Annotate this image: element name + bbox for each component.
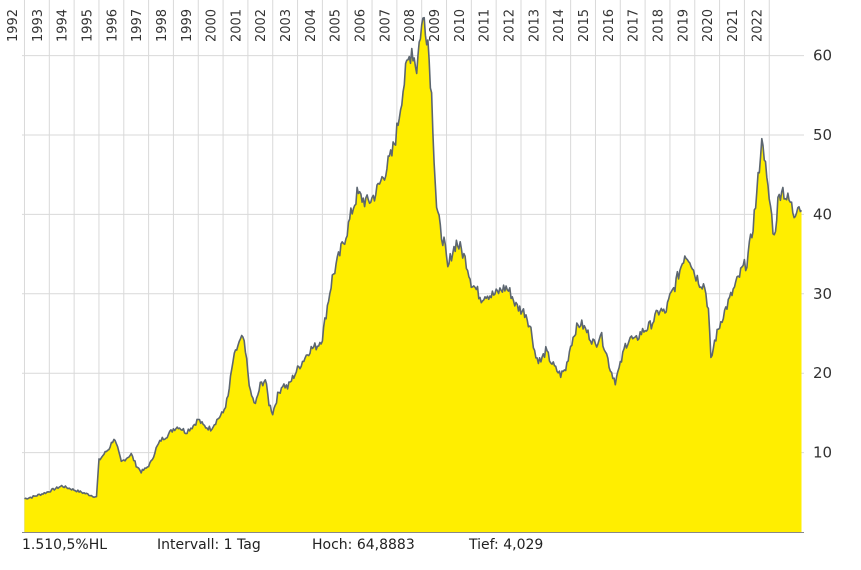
x-tick-label: 2022 (751, 9, 766, 42)
x-tick-label: 2003 (279, 9, 294, 42)
x-tick-label: 2017 (627, 9, 642, 42)
x-tick-label: 2012 (502, 9, 517, 42)
y-axis-tick-labels: 10 20 30 40 50 60 (813, 47, 832, 462)
x-tick-label: 2018 (651, 9, 666, 42)
x-tick-label: 2009 (428, 9, 443, 42)
low-label: Tief: 4,029 (469, 537, 544, 553)
price-area-fill (24, 17, 802, 532)
x-tick-label: 2016 (602, 9, 617, 42)
x-tick-label: 2021 (726, 9, 741, 42)
interval-label: Intervall: 1 Tag (157, 537, 261, 553)
x-tick-label: 2005 (329, 9, 344, 42)
x-tick-label: 2014 (552, 9, 567, 42)
x-tick-label: 2013 (527, 9, 542, 42)
y-tick-label: 60 (813, 47, 832, 65)
y-tick-label: 40 (813, 205, 832, 223)
symbol-label: 1.510,5%HL (22, 537, 108, 553)
x-tick-label: 2000 (205, 9, 220, 42)
x-tick-label: 2001 (229, 9, 244, 42)
high-label: Hoch: 64,8883 (312, 537, 415, 553)
x-tick-label: 1995 (80, 9, 95, 42)
x-tick-label: 1998 (155, 9, 170, 42)
y-tick-label: 30 (813, 285, 832, 303)
x-tick-label: 2004 (304, 9, 319, 42)
x-tick-label: 2007 (378, 9, 393, 42)
x-tick-label: 1996 (105, 9, 120, 42)
x-tick-label: 1992 (6, 9, 21, 42)
price-line (24, 16, 803, 500)
x-tick-label: 2011 (478, 9, 493, 42)
x-tick-label: 1994 (56, 9, 71, 42)
x-tick-label: 2008 (403, 9, 418, 42)
x-tick-label: 2020 (701, 9, 716, 42)
x-tick-label: 2002 (254, 9, 269, 42)
x-tick-label: 1997 (130, 9, 145, 42)
x-tick-label: 1999 (180, 9, 195, 42)
x-tick-label: 2010 (453, 9, 468, 42)
x-tick-label: 1993 (31, 9, 46, 42)
y-tick-label: 10 (813, 444, 832, 462)
x-axis-tick-labels: 1992 1993 1994 1995 1996 1997 1998 1999 2000 2001… (6, 9, 766, 42)
x-tick-label: 2006 (354, 9, 369, 42)
y-tick-label: 50 (813, 126, 832, 144)
x-tick-label: 2019 (676, 9, 691, 42)
y-tick-label: 20 (813, 364, 832, 382)
x-tick-label: 2015 (577, 9, 592, 42)
